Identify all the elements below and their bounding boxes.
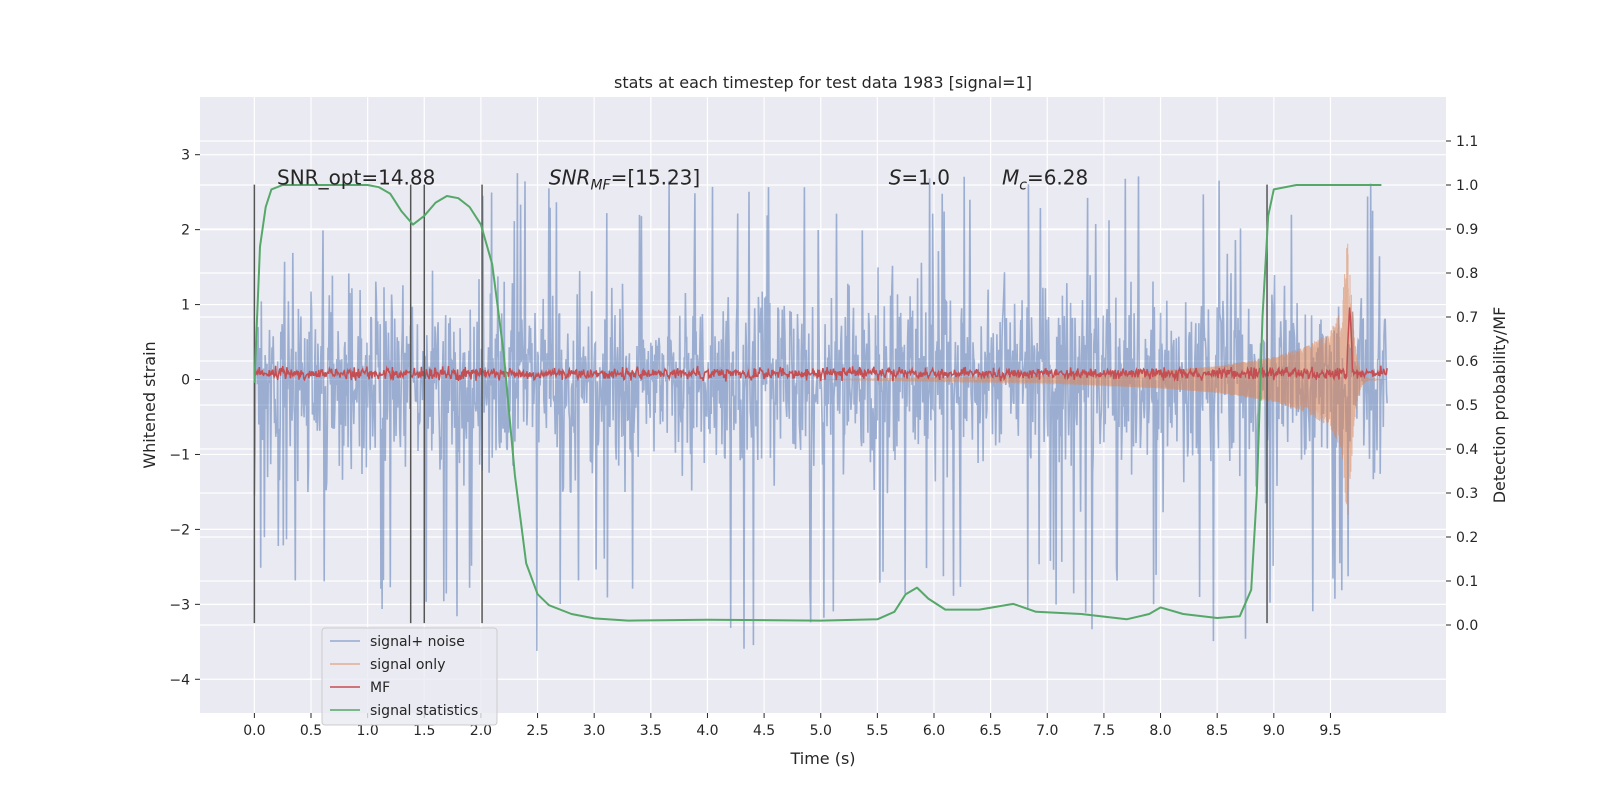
y-right-tick-label-4: 0.4 bbox=[1456, 442, 1478, 458]
y-right-tick-label-5: 0.5 bbox=[1456, 398, 1478, 414]
y-right-tick-label-9: 0.9 bbox=[1456, 222, 1478, 238]
series-signal-statistics bbox=[253, 184, 1382, 622]
legend-label-signal-only: signal only bbox=[370, 657, 445, 673]
y-right-tick-label-2: 0.2 bbox=[1456, 530, 1478, 546]
annotation-0: SNR_opt=14.88 bbox=[277, 166, 435, 190]
x-tick-label-9: 4.5 bbox=[753, 723, 775, 739]
y-right-tick-label-11: 1.1 bbox=[1456, 134, 1478, 150]
x-tick-label-7: 3.5 bbox=[640, 723, 662, 739]
y-right-tick-label-10: 1.0 bbox=[1456, 178, 1478, 194]
x-tick-label-1: 0.5 bbox=[300, 723, 322, 739]
y-left-tick-label-2: −2 bbox=[169, 522, 190, 538]
y-axis-left-ticks: −4 −3 −2 −1 0 1 2 3 bbox=[169, 148, 200, 688]
x-tick-label-4: 2.0 bbox=[470, 723, 492, 739]
y-right-tick-label-8: 0.8 bbox=[1456, 266, 1478, 282]
y-left-tick-label-0: −4 bbox=[169, 672, 190, 688]
mf-line bbox=[253, 307, 1388, 382]
x-tick-label-15: 7.5 bbox=[1093, 723, 1115, 739]
signal-statistics-line bbox=[253, 184, 1382, 622]
y-axis-right-label: Detection probability/MF bbox=[1490, 307, 1509, 504]
x-tick-label-16: 8.0 bbox=[1149, 723, 1171, 739]
y-right-tick-label-1: 0.1 bbox=[1456, 574, 1478, 590]
vertical-markers bbox=[253, 184, 1268, 624]
x-tick-label-2: 1.0 bbox=[357, 723, 379, 739]
legend: signal+ noise signal only MF signal stat… bbox=[321, 627, 498, 726]
x-tick-label-0: 0.0 bbox=[243, 723, 265, 739]
legend-label-signal-statistics: signal statistics bbox=[370, 703, 478, 719]
x-tick-label-8: 4.0 bbox=[696, 723, 718, 739]
x-tick-label-6: 3.0 bbox=[583, 723, 605, 739]
x-tick-label-18: 9.0 bbox=[1263, 723, 1285, 739]
x-tick-label-3: 1.5 bbox=[413, 723, 435, 739]
legend-label-signal-noise: signal+ noise bbox=[370, 634, 465, 650]
y-left-tick-label-4: 0 bbox=[181, 373, 190, 389]
annotation-1: SNRMF=[15.23] bbox=[549, 166, 700, 194]
series-mf bbox=[253, 307, 1388, 382]
x-tick-label-12: 6.0 bbox=[923, 723, 945, 739]
annotations: SNR_opt=14.88 SNRMF=[15.23] S=1.0 Mc=6.28 bbox=[277, 166, 1088, 194]
x-tick-label-10: 5.0 bbox=[810, 723, 832, 739]
y-left-tick-label-5: 1 bbox=[181, 298, 190, 314]
chart-title: stats at each timestep for test data 198… bbox=[614, 73, 1032, 92]
y-left-tick-label-3: −1 bbox=[169, 447, 190, 463]
x-axis-ticks: 0.0 0.5 1.0 1.5 2.0 2.5 3.0 3.5 4.0 4.5 5.0 5.5 6.0 6… bbox=[243, 713, 1342, 739]
x-tick-label-14: 7.0 bbox=[1036, 723, 1058, 739]
annotation-3: Mc=6.28 bbox=[1002, 166, 1088, 194]
legend-label-mf: MF bbox=[370, 680, 390, 696]
annotation-2: S=1.0 bbox=[889, 166, 950, 190]
y-right-tick-label-0: 0.0 bbox=[1456, 618, 1478, 634]
x-tick-label-19: 9.5 bbox=[1319, 723, 1341, 739]
x-tick-label-13: 6.5 bbox=[980, 723, 1002, 739]
x-tick-label-17: 8.5 bbox=[1206, 723, 1228, 739]
y-axis-label: Whitened strain bbox=[140, 341, 159, 468]
y-left-tick-label-7: 3 bbox=[181, 148, 190, 164]
x-tick-label-5: 2.5 bbox=[526, 723, 548, 739]
x-tick-label-11: 5.5 bbox=[866, 723, 888, 739]
y-left-tick-label-1: −3 bbox=[169, 597, 190, 613]
y-axis-right-ticks: 0.0 0.1 0.2 0.3 0.4 0.5 0.6 0.7 0.8 0.9 1.0 1.1 bbox=[1446, 134, 1478, 634]
y-right-tick-label-7: 0.7 bbox=[1456, 310, 1478, 326]
y-left-tick-label-6: 2 bbox=[181, 223, 190, 239]
x-axis-label: Time (s) bbox=[789, 749, 855, 768]
y-right-tick-label-3: 0.3 bbox=[1456, 486, 1478, 502]
legend-box bbox=[321, 627, 498, 726]
y-right-tick-label-6: 0.6 bbox=[1456, 354, 1478, 370]
